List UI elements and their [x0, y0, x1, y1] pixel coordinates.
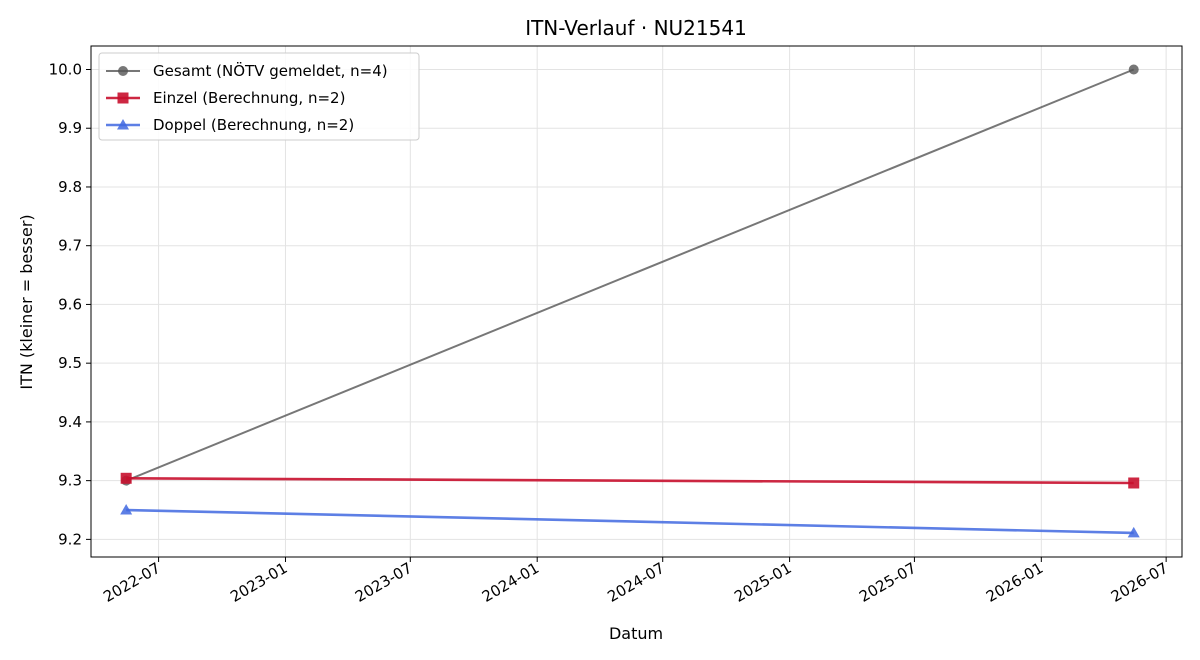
- y-axis-label: ITN (kleiner = besser): [17, 214, 36, 389]
- y-tick-label: 9.3: [58, 472, 82, 490]
- x-axis-label: Datum: [609, 624, 663, 643]
- y-tick-label: 9.8: [58, 178, 82, 196]
- series-line: [126, 508, 1134, 535]
- legend-marker: [117, 92, 129, 104]
- legend-label: Gesamt (NÖTV gemeldet, n=4): [153, 61, 388, 80]
- series-line: [126, 476, 1134, 485]
- legend-entry: Gesamt (NÖTV gemeldet, n=4): [106, 61, 388, 80]
- y-tick-label: 9.6: [58, 295, 82, 313]
- legend-marker: [117, 119, 129, 130]
- legend-label: Einzel (Berechnung, n=2): [153, 89, 345, 107]
- data-point: [1128, 64, 1139, 75]
- data-point: [1127, 526, 1140, 538]
- y-axis: 9.2 9.3 9.4 9.5 9.6 9.7 9.8 9.9 10.0: [49, 60, 91, 548]
- y-tick-label: 9.7: [58, 237, 82, 255]
- series-2: [120, 472, 1140, 489]
- chart-title: ITN-Verlauf · NU21541: [525, 16, 747, 40]
- legend-entry: Einzel (Berechnung, n=2): [106, 89, 345, 107]
- legend-marker: [118, 66, 128, 76]
- y-tick-label: 9.9: [58, 119, 82, 137]
- legend-entry: Doppel (Berechnung, n=2): [106, 116, 354, 134]
- data-point: [120, 504, 133, 515]
- y-tick-label: 10.0: [49, 60, 82, 78]
- legend-label: Doppel (Berechnung, n=2): [153, 116, 354, 134]
- plot-frame: [90, 45, 1183, 558]
- legend-box: [98, 52, 420, 141]
- y-tick-label: 9.5: [58, 354, 82, 372]
- y-tick-label: 9.2: [58, 530, 82, 548]
- legend: Gesamt (NÖTV gemeldet, n=4) Einzel (Berec…: [98, 52, 420, 141]
- data-point: [120, 472, 132, 484]
- series-3: [120, 504, 1140, 538]
- data-point: [1128, 477, 1140, 489]
- series-line: [125, 68, 1135, 482]
- y-tick-label: 9.4: [58, 413, 82, 431]
- series-layer: [120, 64, 1140, 538]
